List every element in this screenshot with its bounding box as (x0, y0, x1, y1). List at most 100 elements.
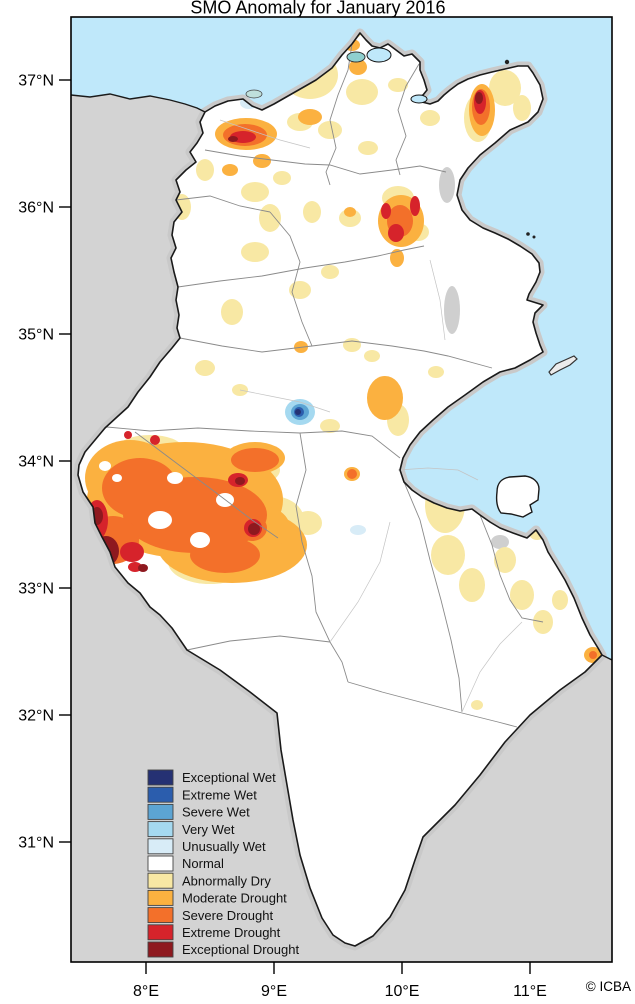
legend-swatch-normal (147, 855, 174, 872)
anomaly-patch-extreme_drought (381, 203, 391, 219)
delegation-borders (219, 119, 523, 713)
lon-tick-label: 10°E (385, 983, 420, 1000)
anomaly-patch-nodata (444, 286, 460, 334)
anomaly-patch-abnormally_dry (388, 78, 408, 92)
legend-label-moderate_drought: Moderate Drought (182, 891, 287, 906)
legend-label-severe_drought: Severe Drought (182, 908, 273, 923)
lat-tick-label: 34°N (18, 454, 54, 471)
legend-swatch-severe_wet (147, 803, 174, 820)
anomaly-patch-abnormally_dry (346, 79, 378, 105)
anomaly-patch-moderate_drought (222, 164, 238, 176)
anomaly-patch-abnormally_dry (510, 580, 534, 610)
legend-label-exceptional_drought: Exceptional Drought (182, 942, 299, 957)
map-title: SMO Anomaly for January 2016 (190, 0, 445, 18)
anomaly-patch-moderate_drought (390, 249, 404, 267)
anomaly-patch-normal (167, 472, 183, 484)
anomaly-patch-nodata (439, 167, 455, 203)
djerba-island (495, 475, 540, 518)
anomaly-patch-abnormally_dry (195, 360, 215, 376)
legend-label-normal: Normal (182, 856, 224, 871)
legend-swatch-severe_drought (147, 907, 174, 924)
algeria-coast-line (70, 93, 206, 113)
axis-ticks: 37°N 36°N 35°N 34°N 33°N 32°N 31°N 8°E 9°E 10°E 11… (18, 73, 547, 1001)
legend-swatch-moderate_drought (147, 889, 174, 906)
lat-tick-label: 31°N (18, 835, 54, 852)
anomaly-patch-exceptional_drought (138, 564, 148, 572)
kuriat-island (526, 232, 530, 236)
anomaly-patch-exceptional_drought (228, 136, 238, 142)
lon-tick-label: 9°E (261, 983, 287, 1000)
anomaly-patch-severe_drought (231, 448, 279, 472)
lake-bizerte (366, 47, 392, 63)
legend-swatch-abnormally_dry (147, 872, 174, 889)
anomaly-patch-abnormally_dry (343, 338, 361, 352)
anomaly-patch-moderate_drought (253, 154, 271, 168)
lake-tunis (410, 94, 428, 104)
anomaly-patch-exceptional_wet (295, 409, 301, 415)
anomaly-patch-abnormally_dry (471, 700, 483, 710)
zembra-island (504, 59, 510, 65)
credit-text: © ICBA (586, 979, 631, 994)
legend-label-abnormally_dry: Abnormally Dry (182, 873, 271, 888)
legend-swatch-exceptional_wet (147, 769, 174, 786)
lat-tick-label: 32°N (18, 708, 54, 725)
legend: Exceptional Wet Extreme Wet Severe Wet Very… (147, 769, 299, 958)
legend-label-unusually_wet: Unusually Wet (182, 839, 266, 854)
anomaly-patch-severe_drought (102, 458, 178, 518)
anomaly-patch-abnormally_dry (431, 535, 465, 575)
lat-tick-label: 37°N (18, 73, 54, 90)
anomaly-patch-abnormally_dry (241, 242, 269, 262)
anomaly-patch-extreme_drought (124, 431, 132, 439)
anomaly-patch-abnormally_dry (273, 171, 291, 185)
anomaly-patch-abnormally_dry (420, 110, 440, 126)
anomaly-patch-abnormally_dry (221, 299, 243, 325)
lon-tick-label: 11°E (513, 983, 547, 1000)
anomaly-patch-moderate_drought (344, 207, 356, 217)
anomaly-patch-extreme_drought (388, 224, 404, 242)
lake-ichkeul (346, 51, 366, 63)
anomaly-patch-abnormally_dry (241, 182, 269, 202)
anomaly-patch-abnormally_dry (494, 547, 516, 573)
anomaly-patch-abnormally_dry (294, 511, 322, 535)
anomaly-patch-abnormally_dry (289, 281, 311, 299)
anomaly-patch-exceptional_drought (475, 92, 483, 104)
anomaly-patch-abnormally_dry (320, 419, 340, 433)
tunisia-country (78, 33, 602, 946)
anomaly-patch-abnormally_dry (489, 70, 521, 106)
anomaly-patch-abnormally_dry (321, 265, 339, 279)
legend-label-exceptional_wet: Exceptional Wet (182, 770, 276, 785)
anomaly-patch-abnormally_dry (196, 159, 214, 181)
anomaly-patch-abnormally_dry (428, 366, 444, 378)
anomaly-patch-normal (99, 461, 111, 471)
anomaly-patch-severe_drought (190, 537, 260, 573)
legend-swatch-extreme_drought (147, 924, 174, 941)
governorate-borders (106, 43, 544, 728)
anomaly-patch-moderate_drought (298, 109, 322, 125)
legend-swatch-very_wet (147, 821, 174, 838)
anomaly-patch-abnormally_dry (552, 590, 568, 610)
plot-frame (70, 16, 613, 963)
lat-tick-label: 35°N (18, 327, 54, 344)
nefza-lake (245, 89, 263, 99)
anomaly-patch-normal (190, 532, 210, 548)
lon-tick-label: 8°E (133, 983, 159, 1000)
anomaly-patch-extreme_drought (120, 542, 144, 562)
libya-land (345, 655, 612, 962)
tunisia-border-line (77, 32, 603, 947)
anomaly-patch-abnormally_dry (364, 350, 380, 362)
lat-tick-label: 36°N (18, 200, 54, 217)
libya-coast-line (601, 654, 613, 661)
kuriat-island-2 (532, 235, 536, 239)
anomaly-patch-moderate_drought (349, 59, 367, 75)
legend-label-severe_wet: Severe Wet (182, 805, 250, 820)
anomaly-patch-severe_drought (589, 651, 597, 659)
anomaly-patch-abnormally_dry (318, 121, 342, 139)
anomaly-patch-normal (148, 511, 172, 529)
legend-label-extreme_wet: Extreme Wet (182, 787, 257, 802)
anomaly-patch-abnormally_dry (513, 95, 531, 121)
anomaly-patch-extreme_drought (150, 435, 160, 445)
anomaly-patch-severe_drought (347, 469, 357, 479)
anomaly-patch-extreme_drought (410, 196, 420, 216)
